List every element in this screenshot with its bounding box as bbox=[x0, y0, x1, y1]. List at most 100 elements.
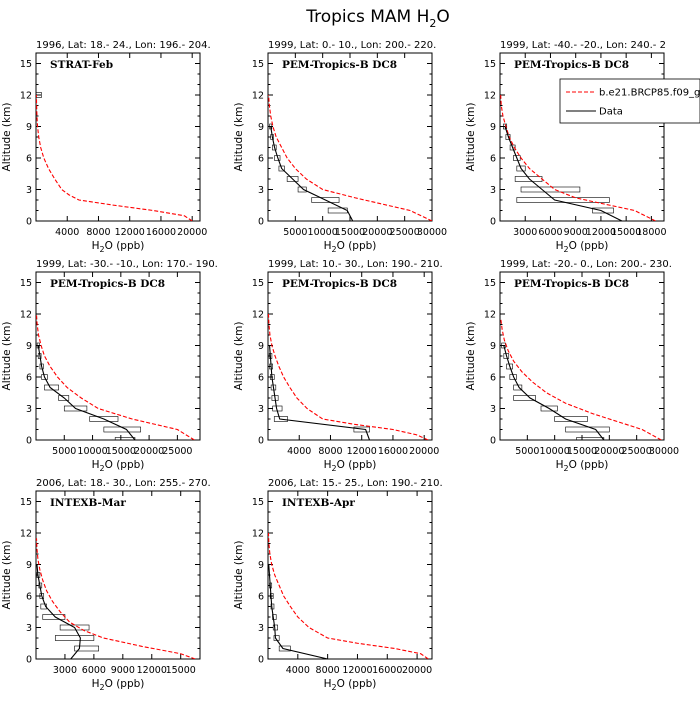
x-axis-label: H2O (ppb) bbox=[556, 240, 609, 254]
x-tick-label: 30000 bbox=[417, 227, 447, 238]
y-tick-label: 6 bbox=[258, 373, 264, 384]
data-range-box bbox=[286, 176, 299, 182]
data-range-box bbox=[44, 384, 59, 391]
data-range-box bbox=[269, 593, 274, 599]
panel-frame bbox=[267, 52, 433, 222]
y-tick-label: 15 bbox=[20, 59, 32, 70]
y-tick-label: 9 bbox=[26, 122, 32, 133]
data-range-box bbox=[63, 405, 88, 412]
panel-header: 1999, Lat: -30.- -10., Lon: 170.- 190. bbox=[36, 259, 218, 270]
x-tick-label: 20000 bbox=[362, 227, 392, 238]
y-tick-label: 0 bbox=[490, 217, 496, 228]
model-line bbox=[500, 319, 662, 440]
x-tick-label: 15000 bbox=[567, 446, 597, 457]
x-tick-label: 20000 bbox=[594, 446, 624, 457]
data-range-box bbox=[592, 207, 614, 214]
y-tick-label: 0 bbox=[26, 655, 32, 666]
y-tick-label: 15 bbox=[252, 278, 264, 289]
panel-plot-area bbox=[500, 94, 656, 221]
x-tick-label: 12000 bbox=[586, 227, 616, 238]
y-tick-label: 6 bbox=[26, 154, 32, 165]
data-range-box bbox=[520, 186, 581, 193]
data-range-box bbox=[58, 395, 70, 401]
x-tick-label: 20000 bbox=[409, 446, 439, 457]
panel-plot-area bbox=[36, 92, 193, 221]
panel-7: 2006, Lat: 18.- 30., Lon: 255.- 270. INTE… bbox=[1, 478, 211, 692]
x-tick-label: 10000 bbox=[77, 446, 107, 457]
x-tick-label: 3000 bbox=[513, 227, 537, 238]
y-tick-label: 12 bbox=[252, 91, 264, 102]
data-line bbox=[37, 345, 136, 440]
panel-plot-area bbox=[36, 538, 196, 659]
panel-1: 1996, Lat: 18.- 24., Lon: 196.- 204. STRA… bbox=[1, 40, 211, 254]
y-tick-label: 0 bbox=[26, 217, 32, 228]
y-tick-label: 12 bbox=[20, 91, 32, 102]
x-tick-label: 16000 bbox=[378, 446, 408, 457]
y-tick-label: 6 bbox=[490, 373, 496, 384]
y-tick-label: 3 bbox=[26, 623, 32, 634]
data-range-box bbox=[278, 645, 291, 652]
model-line bbox=[268, 94, 432, 221]
panel-label: PEM-Tropics-B DC8 bbox=[282, 59, 397, 71]
panel-frame bbox=[35, 490, 201, 660]
data-range-box bbox=[513, 155, 521, 161]
y-tick-label: 0 bbox=[26, 436, 32, 447]
x-tick-label: 18000 bbox=[636, 227, 666, 238]
y-tick-label: 15 bbox=[20, 497, 32, 508]
data-range-box bbox=[554, 416, 588, 422]
y-tick-label: 9 bbox=[490, 122, 496, 133]
panel-plot-area bbox=[500, 319, 662, 440]
x-axis-label: H2O (ppb) bbox=[92, 459, 145, 473]
panel-header: 1996, Lat: 18.- 24., Lon: 196.- 204. bbox=[36, 40, 211, 51]
x-tick-label: 20000 bbox=[134, 446, 164, 457]
x-tick-label: 6000 bbox=[82, 665, 106, 676]
x-axis-label: H2O (ppb) bbox=[556, 459, 609, 473]
y-tick-label: 0 bbox=[258, 655, 264, 666]
y-tick-label: 9 bbox=[490, 341, 496, 352]
y-tick-label: 12 bbox=[20, 529, 32, 540]
data-range-box bbox=[273, 416, 288, 422]
panel-frame bbox=[267, 271, 433, 441]
panel-header: 1999, Lat: -20.- 0., Lon: 200.- 230. bbox=[500, 259, 672, 270]
panel-plot-area bbox=[268, 313, 429, 440]
panel-label: PEM-Tropics-B DC8 bbox=[514, 278, 629, 290]
y-axis-label: Altitude (km) bbox=[233, 103, 245, 172]
y-tick-label: 9 bbox=[26, 560, 32, 571]
panel-label: PEM-Tropics-B DC8 bbox=[282, 278, 397, 290]
panel-5: 1999, Lat: 10.- 30., Lon: 190.- 210. PEM-… bbox=[233, 259, 443, 473]
x-axis-label: H2O (ppb) bbox=[92, 240, 145, 254]
x-tick-label: 12000 bbox=[347, 446, 377, 457]
y-tick-label: 9 bbox=[258, 341, 264, 352]
panel-label: INTEXB-Mar bbox=[50, 497, 126, 509]
panel-label: STRAT-Feb bbox=[50, 59, 113, 71]
data-range-box bbox=[503, 123, 508, 130]
x-tick-label: 8000 bbox=[318, 446, 342, 457]
y-tick-label: 12 bbox=[484, 310, 496, 321]
y-axis-label: Altitude (km) bbox=[1, 541, 13, 610]
x-tick-label: 25000 bbox=[390, 227, 420, 238]
data-range-box bbox=[59, 624, 90, 631]
y-tick-label: 3 bbox=[258, 185, 264, 196]
y-tick-label: 15 bbox=[20, 278, 32, 289]
panel-frame bbox=[35, 52, 201, 222]
x-axis-label: H2O (ppb) bbox=[324, 240, 377, 254]
panel-header: 1999, Lat: -40.- -20., Lon: 240.- 2 bbox=[500, 40, 666, 51]
x-tick-label: 8000 bbox=[316, 665, 340, 676]
legend-label: b.e21.BRCP85.f09_g1 bbox=[599, 88, 700, 99]
y-tick-label: 3 bbox=[490, 404, 496, 415]
panel-plot-area bbox=[268, 94, 432, 221]
legend-box bbox=[559, 78, 700, 124]
y-tick-label: 3 bbox=[490, 185, 496, 196]
y-axis-label: Altitude (km) bbox=[1, 103, 13, 172]
data-range-box bbox=[565, 426, 610, 433]
panel-plot-area bbox=[36, 313, 195, 440]
y-axis-label: Altitude (km) bbox=[465, 322, 477, 391]
panel-plot-area bbox=[268, 532, 429, 659]
data-line bbox=[269, 345, 371, 440]
x-tick-label: 12000 bbox=[137, 665, 167, 676]
x-tick-label: 30000 bbox=[649, 446, 679, 457]
x-tick-label: 3000 bbox=[53, 665, 77, 676]
x-tick-label: 10000 bbox=[540, 446, 570, 457]
y-tick-label: 9 bbox=[258, 560, 264, 571]
